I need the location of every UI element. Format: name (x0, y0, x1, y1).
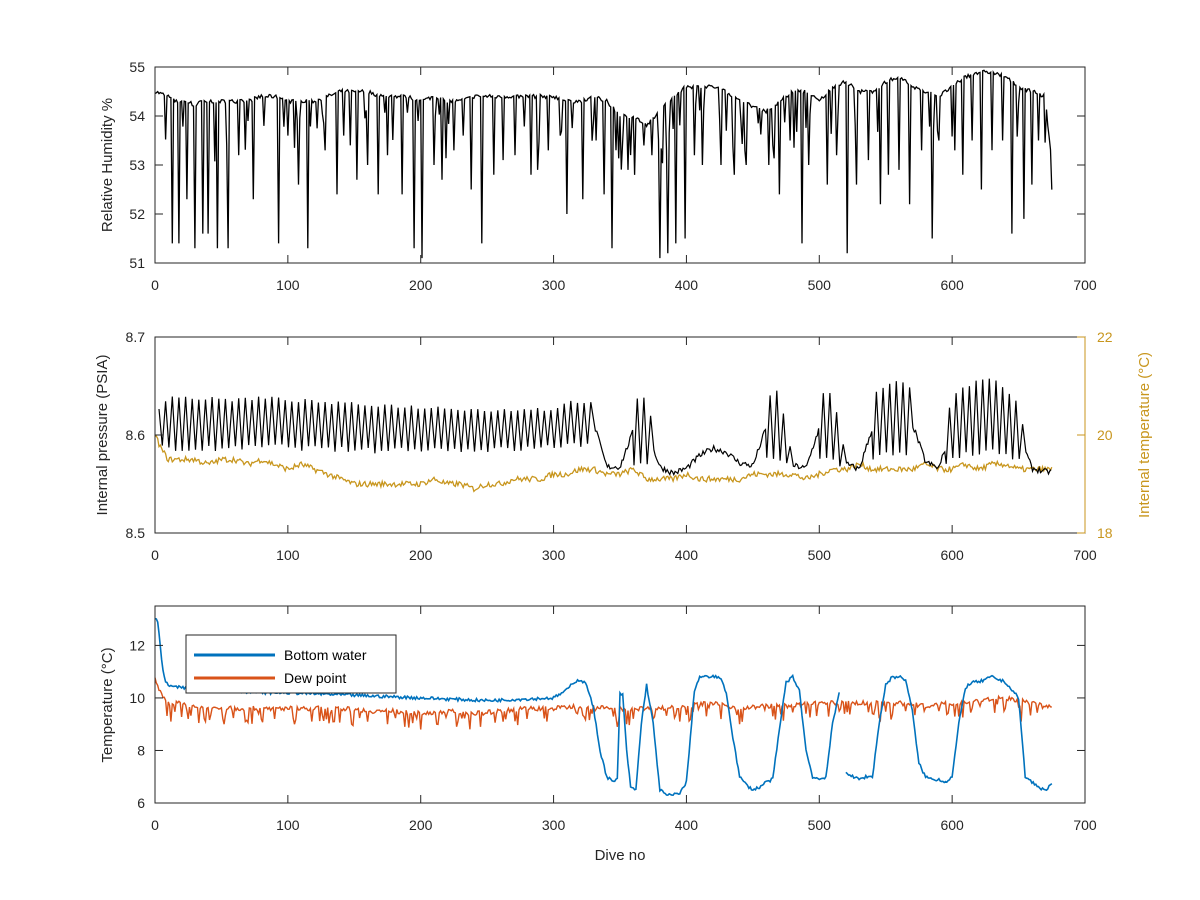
y-tick-label: 8.6 (126, 427, 146, 443)
internal-pressure-line (158, 378, 1052, 477)
x-tick-label: 300 (542, 817, 566, 833)
x-tick-label: 400 (675, 547, 699, 563)
humidity-y-axis-label: Relative Humidity % (99, 98, 116, 232)
y-tick-label: 12 (129, 637, 145, 653)
x-tick-label: 100 (276, 547, 300, 563)
temperature-right-y-axis-label: Internal temperature (°C) (1136, 352, 1153, 518)
x-tick-label: 100 (276, 817, 300, 833)
y-tick-label: 54 (129, 108, 145, 124)
x-axis-label: Dive no (595, 847, 646, 864)
dew-point-line (154, 677, 1052, 730)
internal-temperature-line (154, 435, 1053, 493)
humidity-panel: 0 100 200 300 400 500 600 700 51 52 53 54 55 Relativ… (99, 59, 1097, 293)
x-tick-label: 700 (1073, 277, 1097, 293)
x-tick-label: 600 (940, 277, 964, 293)
y-tick-label: 53 (129, 157, 145, 173)
pressure-ticks: 0 100 200 300 400 500 600 700 8.5 8.6 8.7 18 20 22 (126, 329, 1113, 563)
y-tick-label: 8.5 (126, 525, 146, 541)
x-tick-label: 400 (675, 277, 699, 293)
pressure-y-axis-label: Internal pressure (PSIA) (94, 355, 111, 516)
x-tick-label: 200 (409, 547, 433, 563)
x-tick-label: 700 (1073, 547, 1097, 563)
x-tick-label: 100 (276, 277, 300, 293)
y-tick-label: 51 (129, 255, 145, 271)
x-tick-label: 300 (542, 277, 566, 293)
bottom-water-line-segment-1 (845, 674, 1053, 792)
legend-box (185, 634, 397, 694)
x-tick-label: 500 (808, 277, 832, 293)
right-y-tick-label: 20 (1097, 427, 1113, 443)
y-tick-label: 10 (129, 690, 145, 706)
y-tick-label: 8.7 (126, 329, 146, 345)
legend-label-dew-point: Dew point (284, 670, 346, 686)
temperature-y-axis-label: Temperature (°C) (99, 647, 116, 762)
x-tick-label: 0 (151, 277, 159, 293)
temperature-ticks: 0 100 200 300 400 500 600 700 6 8 10 12 (129, 606, 1097, 833)
legend-label-bottom-water: Bottom water (284, 647, 367, 663)
humidity-line (154, 69, 1053, 259)
y-tick-label: 8 (137, 742, 145, 758)
x-tick-label: 0 (151, 547, 159, 563)
legend: Bottom water Dew point (185, 634, 397, 694)
y-tick-label: 52 (129, 206, 145, 222)
y-tick-label: 55 (129, 59, 145, 75)
x-tick-label: 500 (808, 547, 832, 563)
right-y-tick-label: 22 (1097, 329, 1113, 345)
temperature-axes-frame (154, 605, 1086, 804)
x-tick-label: 400 (675, 817, 699, 833)
humidity-ticks: 0 100 200 300 400 500 600 700 51 52 53 54 55 (129, 59, 1096, 293)
x-tick-label: 200 (409, 277, 433, 293)
x-tick-label: 300 (542, 547, 566, 563)
temperature-panel: 0 100 200 300 400 500 600 700 6 8 10 12 Temperature… (99, 605, 1097, 864)
pressure-panel: 0 100 200 300 400 500 600 700 8.5 8.6 8.7 18 20 22 In… (94, 329, 1153, 563)
humidity-plot-area (154, 69, 1053, 259)
right-y-tick-label: 18 (1097, 525, 1113, 541)
pressure-plot-area (154, 378, 1053, 493)
x-tick-label: 600 (940, 547, 964, 563)
humidity-axes-frame (154, 66, 1086, 264)
x-tick-label: 200 (409, 817, 433, 833)
x-tick-label: 600 (940, 817, 964, 833)
x-tick-label: 700 (1073, 817, 1097, 833)
x-tick-label: 500 (808, 817, 832, 833)
y-tick-label: 6 (137, 795, 145, 811)
x-tick-label: 0 (151, 817, 159, 833)
